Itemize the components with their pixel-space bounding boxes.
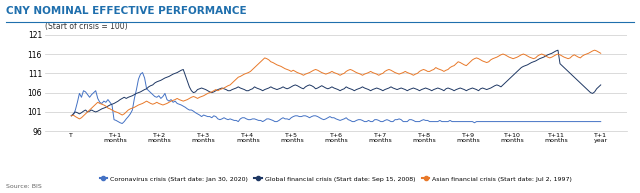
Text: (Start of crisis = 100): (Start of crisis = 100) [45,22,127,31]
Text: CNY NOMINAL EFFECTIVE PERFORMANCE: CNY NOMINAL EFFECTIVE PERFORMANCE [6,6,247,16]
Text: Source: BIS: Source: BIS [6,184,42,189]
Legend: Coronavirus crisis (Start date: Jan 30, 2020), Global financial crisis (Start da: Coronavirus crisis (Start date: Jan 30, … [97,174,575,184]
